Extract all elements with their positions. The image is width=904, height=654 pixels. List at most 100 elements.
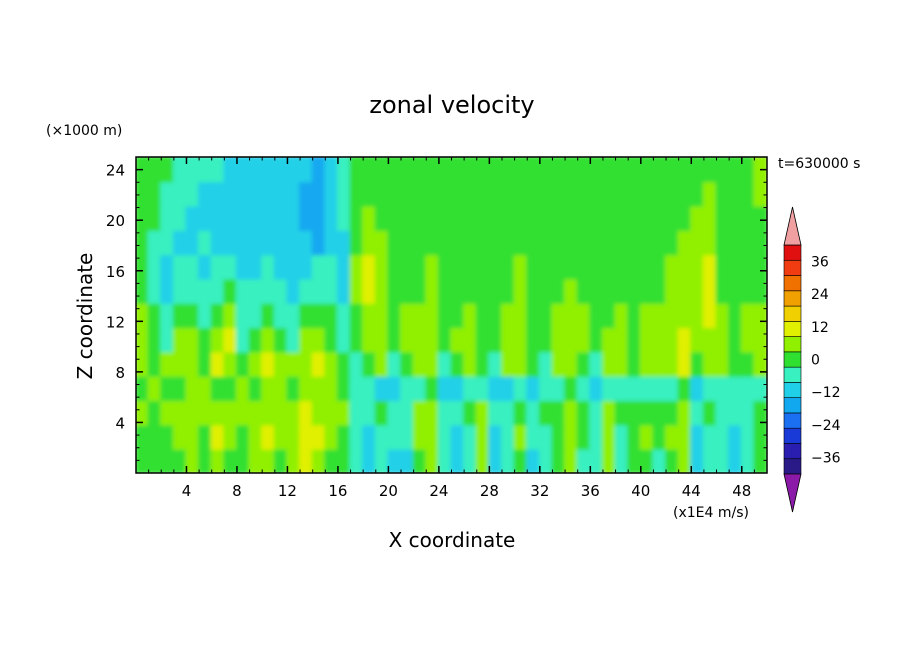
field-cell <box>526 253 541 280</box>
field-cell <box>387 447 403 473</box>
field-cell <box>437 374 453 402</box>
field-cell <box>513 350 529 377</box>
field-cell <box>690 157 705 183</box>
field-cell <box>425 253 440 280</box>
field-cell <box>172 423 188 450</box>
field-cell <box>488 204 503 231</box>
field-cell <box>261 228 276 256</box>
field-cell <box>248 447 264 473</box>
field-cell <box>728 180 743 207</box>
field-cell <box>273 326 289 353</box>
field-cell <box>235 423 251 450</box>
field-cell <box>299 350 314 377</box>
colorbar-label: 24 <box>811 287 829 303</box>
field-cell <box>336 374 352 402</box>
field-cell <box>437 326 453 353</box>
field-cell <box>248 374 264 402</box>
field-cell <box>715 423 731 450</box>
field-cell <box>172 399 188 426</box>
field-cell <box>172 350 188 377</box>
field-cell <box>248 228 264 256</box>
field-cell <box>286 277 302 304</box>
field-cell <box>374 301 390 329</box>
field-cell <box>349 228 365 256</box>
field-cell <box>349 423 365 450</box>
field-cell <box>136 399 150 426</box>
field-cell <box>437 204 453 231</box>
field-cell <box>349 253 365 280</box>
field-cell <box>387 399 403 426</box>
field-cell <box>172 277 188 304</box>
field-cell <box>728 374 743 402</box>
field-cell <box>677 301 693 329</box>
field-cell <box>740 423 756 450</box>
field-cell <box>185 301 201 329</box>
field-cell <box>690 423 705 450</box>
field-cell <box>311 204 327 231</box>
field-cell <box>198 326 213 353</box>
field-cell <box>286 399 302 426</box>
x-tick-label: 32 <box>530 482 549 500</box>
field-cell <box>400 326 415 353</box>
field-cell <box>488 423 503 450</box>
field-cell <box>160 399 175 426</box>
field-cell <box>147 350 163 377</box>
field-cell <box>564 423 579 450</box>
field-cell <box>248 301 264 329</box>
field-cell <box>538 277 554 304</box>
field-cell <box>198 253 213 280</box>
field-cell <box>210 350 226 377</box>
field-cell <box>299 423 314 450</box>
field-cell <box>324 277 339 304</box>
field-cell <box>639 374 655 402</box>
field-cell <box>753 399 767 426</box>
colorbar-swatch <box>783 412 802 429</box>
field-cell <box>147 423 163 450</box>
field-cell <box>311 277 327 304</box>
field-cell <box>538 253 554 280</box>
field-cell <box>601 326 617 353</box>
x-tick-label: 40 <box>631 482 650 500</box>
field-cell <box>400 228 415 256</box>
field-cell <box>551 447 567 473</box>
field-cell <box>261 447 276 473</box>
field-cell <box>463 277 478 304</box>
field-cell <box>273 277 289 304</box>
field-cell <box>538 157 554 183</box>
field-cell <box>500 399 516 426</box>
field-cell <box>627 399 642 426</box>
field-cell <box>627 180 642 207</box>
field-cell <box>564 253 579 280</box>
field-cell <box>614 447 630 473</box>
field-cell <box>564 399 579 426</box>
field-cell <box>551 204 567 231</box>
field-cell <box>273 423 289 450</box>
field-cell <box>652 253 668 280</box>
field-cell <box>349 277 365 304</box>
field-cell <box>488 228 503 256</box>
field-cell <box>248 277 264 304</box>
field-cell <box>526 277 541 304</box>
field-cell <box>627 228 642 256</box>
field-cell <box>374 350 390 377</box>
field-cell <box>463 204 478 231</box>
field-cell <box>475 350 491 377</box>
field-cell <box>136 253 150 280</box>
field-cell <box>223 350 238 377</box>
field-cell <box>185 423 201 450</box>
field-cell <box>589 447 604 473</box>
field-cell <box>690 374 705 402</box>
field-cell <box>551 253 567 280</box>
colorbar-swatch <box>783 336 802 353</box>
field-cell <box>677 399 693 426</box>
field-cell <box>160 447 175 473</box>
field-cell <box>614 301 630 329</box>
field-cell <box>715 228 731 256</box>
field-cell <box>538 326 554 353</box>
field-cell <box>147 399 163 426</box>
field-cell <box>324 204 339 231</box>
field-cell <box>210 204 226 231</box>
field-cell <box>639 157 655 183</box>
field-cell <box>160 253 175 280</box>
field-cell <box>513 423 529 450</box>
